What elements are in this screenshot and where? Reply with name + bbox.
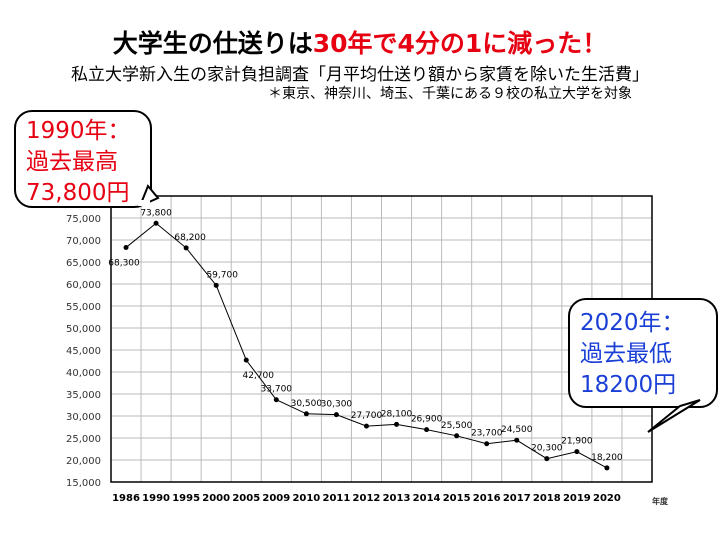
- data-label: 68,200: [174, 233, 206, 243]
- data-point: [424, 427, 430, 433]
- y-tick-label: 40,000: [66, 368, 101, 379]
- y-tick-label: 50,000: [66, 324, 101, 335]
- x-tick-label: 2000: [202, 493, 230, 504]
- y-tick-label: 70,000: [66, 236, 101, 247]
- y-tick-label: 75,000: [66, 214, 101, 225]
- min-callout: 2020年： 過去最低 18200円: [568, 298, 718, 408]
- data-label: 42,700: [243, 371, 275, 381]
- x-tick-label: 2009: [262, 493, 290, 504]
- data-point: [153, 220, 159, 226]
- min-callout-value: 18200円: [580, 372, 677, 398]
- y-tick-label: 55,000: [66, 302, 101, 313]
- data-label: 21,900: [561, 437, 593, 447]
- data-point: [273, 397, 279, 403]
- data-point: [394, 421, 400, 427]
- data-label: 28,100: [381, 409, 413, 419]
- data-label: 24,500: [501, 425, 533, 435]
- main-title: 大学生の仕送りは30年で4分の1に減った！: [0, 24, 720, 60]
- max-callout-year: 1990年：: [26, 118, 131, 144]
- data-point: [514, 437, 520, 443]
- y-tick-label: 25,000: [66, 434, 101, 445]
- data-point: [183, 245, 189, 251]
- data-label: 23,700: [471, 429, 503, 439]
- series-line: [125, 222, 608, 469]
- data-label: 20,300: [531, 444, 563, 454]
- x-tick-label: 1990: [142, 493, 170, 504]
- x-tick-label: 2013: [383, 493, 411, 504]
- data-label: 30,500: [291, 399, 323, 409]
- y-tick-label: 65,000: [66, 258, 101, 269]
- y-tick-label: 60,000: [66, 280, 101, 291]
- x-tick-label: 2018: [533, 493, 561, 504]
- x-axis-label: 年度: [652, 496, 669, 506]
- data-point: [574, 449, 580, 455]
- data-point: [484, 441, 490, 447]
- y-tick-label: 35,000: [66, 390, 101, 401]
- data-point: [604, 465, 610, 471]
- max-callout-label: 過去最高: [26, 149, 118, 175]
- data-point: [544, 456, 550, 462]
- data-label: 73,800: [140, 208, 172, 218]
- data-label: 33,700: [261, 385, 293, 395]
- x-tick-label: 1995: [172, 493, 200, 504]
- data-label: 59,700: [206, 270, 238, 280]
- data-label: 27,700: [351, 411, 383, 421]
- y-tick-label: 45,000: [66, 346, 101, 357]
- data-point: [363, 423, 369, 429]
- x-tick-label: 2020: [593, 493, 621, 504]
- data-label: 68,300: [108, 258, 140, 268]
- data-point: [454, 433, 460, 439]
- data-point: [213, 282, 219, 288]
- data-label: 30,300: [321, 400, 353, 410]
- y-tick-label: 15,000: [66, 478, 101, 489]
- x-tick-label: 2014: [413, 493, 441, 504]
- data-label: 18,200: [591, 453, 623, 463]
- x-tick-label: 2015: [443, 493, 471, 504]
- x-tick-label: 1986: [112, 493, 140, 504]
- data-point: [303, 411, 309, 417]
- data-point: [243, 357, 249, 363]
- y-tick-label: 30,000: [66, 412, 101, 423]
- x-tick-label: 2017: [503, 493, 531, 504]
- title-red: 30年で4分の1に減った！: [312, 29, 608, 58]
- max-callout: 1990年： 過去最高 73,800円: [14, 110, 152, 208]
- title-black: 大学生の仕送りは: [112, 29, 313, 58]
- data-point: [333, 412, 339, 418]
- subtitle: 私立大学新入生の家計負担調査「月平均仕送り額から家賃を除いた生活費」: [71, 65, 649, 85]
- data-point: [123, 244, 129, 250]
- y-tick-label: 20,000: [66, 456, 101, 467]
- min-callout-label: 過去最低: [580, 341, 672, 367]
- data-label: 25,500: [441, 421, 473, 431]
- x-tick-label: 2016: [473, 493, 501, 504]
- min-callout-year: 2020年：: [580, 310, 685, 336]
- x-tick-label: 2011: [322, 493, 350, 504]
- data-label: 26,900: [411, 415, 443, 425]
- x-tick-label: 2005: [232, 493, 260, 504]
- note: ＊東京、神奈川、埼玉、千葉にある９校の私立大学を対象: [268, 86, 632, 102]
- max-callout-value: 73,800円: [26, 180, 130, 206]
- x-tick-label: 2012: [353, 493, 381, 504]
- x-tick-label: 2010: [292, 493, 320, 504]
- x-tick-label: 2019: [563, 493, 591, 504]
